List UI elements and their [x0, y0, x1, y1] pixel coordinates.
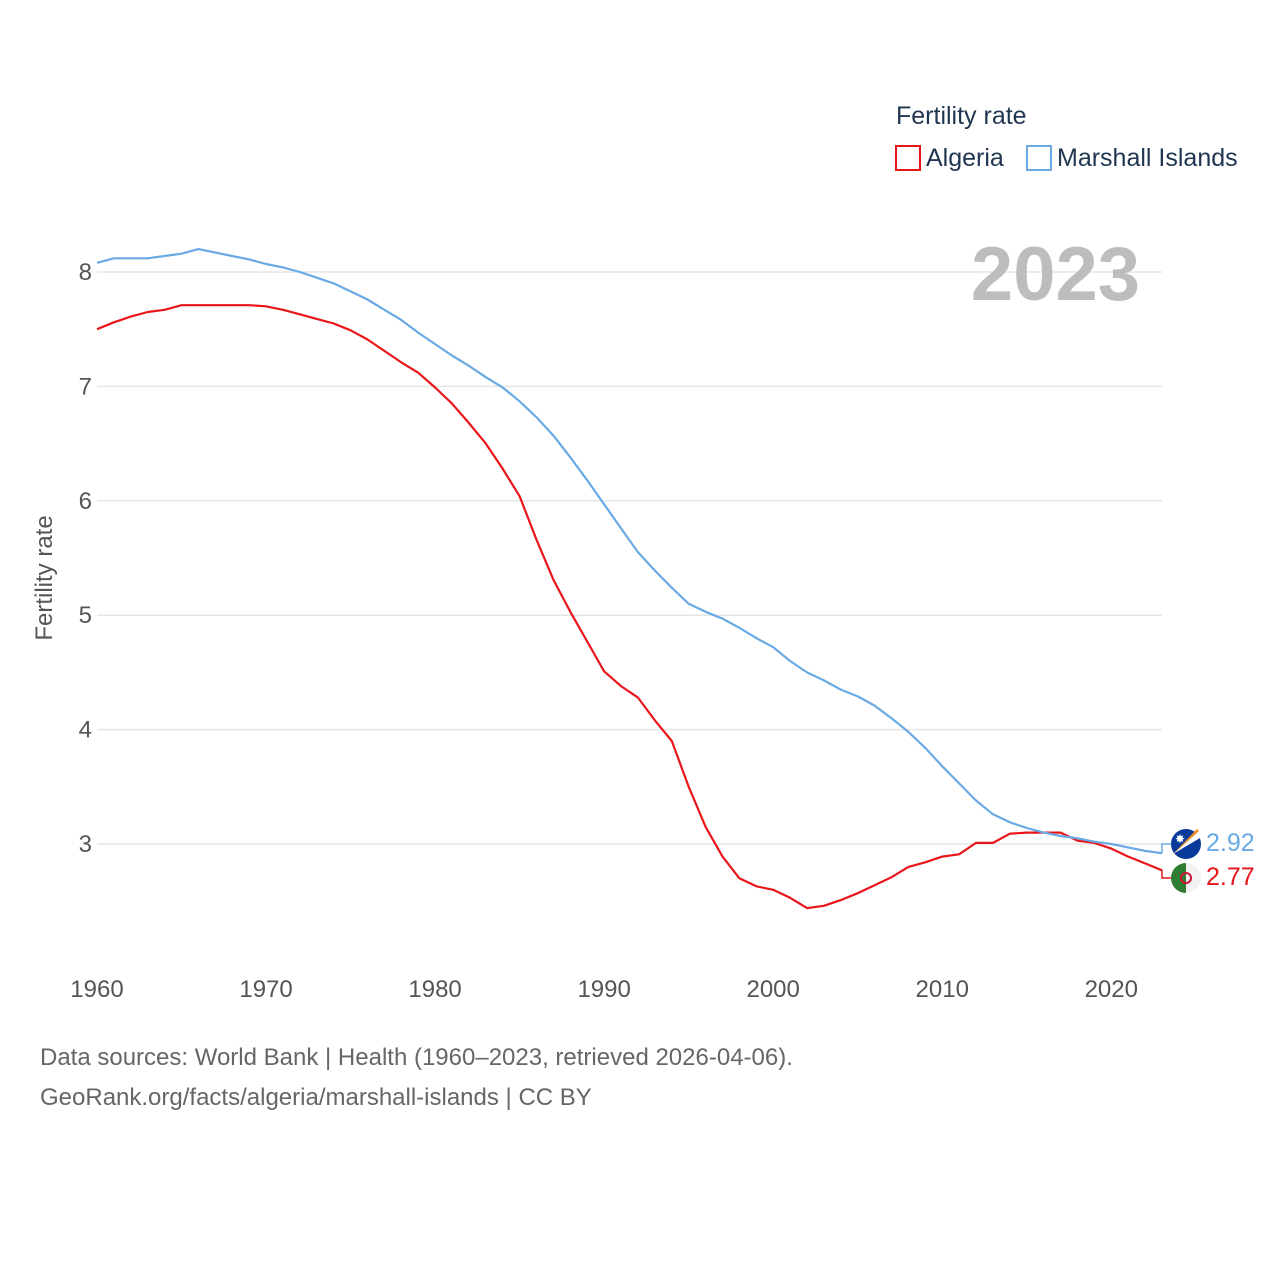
gridlines — [97, 271, 1162, 845]
series-line-marshall-islands[interactable] — [96, 248, 1163, 855]
x-tick-label: 2010 — [916, 976, 969, 1003]
end-connector-marshall-islands — [1161, 843, 1171, 854]
end-connector-algeria — [1161, 870, 1171, 879]
marshall-islands-flag-icon: ✸ — [1171, 829, 1201, 859]
y-tick-label: 8 — [79, 259, 92, 286]
svg-text:✸: ✸ — [1175, 832, 1185, 846]
legend: Fertility rate Algeria Marshall Islands — [895, 102, 1238, 172]
y-tick-label: 6 — [79, 488, 92, 515]
credit-link[interactable]: GeoRank.org/facts/algeria/marshall-islan… — [40, 1084, 592, 1111]
end-label-marshall-islands: 2.92 — [1206, 829, 1255, 857]
legend-title: Fertility rate — [896, 102, 1027, 130]
x-axis-ticks: 1960 1970 1980 1990 2000 2010 2020 — [70, 976, 1138, 1003]
legend-label-algeria: Algeria — [926, 144, 1004, 172]
end-markers: ✸ 2.92 2.77 — [1161, 829, 1255, 893]
legend-item-marshall-islands[interactable]: Marshall Islands — [1026, 144, 1238, 172]
y-axis-ticks: 3 4 5 6 7 8 — [79, 259, 92, 858]
legend-swatch-algeria — [895, 145, 921, 171]
end-label-algeria: 2.77 — [1206, 863, 1255, 891]
series-lines — [96, 248, 1163, 910]
y-axis-title: Fertility rate — [31, 515, 58, 640]
legend-swatch-marshall-islands — [1026, 145, 1052, 171]
x-tick-label: 1980 — [408, 976, 461, 1003]
algeria-flag-icon — [1171, 863, 1201, 893]
x-tick-label: 1960 — [70, 976, 123, 1003]
x-tick-label: 1970 — [239, 976, 292, 1003]
x-tick-label: 2020 — [1085, 976, 1138, 1003]
year-label: 2023 — [971, 232, 1140, 317]
y-tick-label: 3 — [79, 831, 92, 858]
x-tick-label: 2000 — [746, 976, 799, 1003]
y-tick-label: 4 — [79, 717, 92, 744]
data-sources-note: Data sources: World Bank | Health (1960–… — [40, 1044, 793, 1071]
legend-label-marshall-islands: Marshall Islands — [1057, 144, 1238, 172]
y-tick-label: 5 — [79, 602, 92, 629]
x-tick-label: 1990 — [577, 976, 630, 1003]
legend-item-algeria[interactable]: Algeria — [895, 144, 1004, 172]
series-line-algeria[interactable] — [96, 304, 1163, 910]
y-tick-label: 7 — [79, 373, 92, 400]
